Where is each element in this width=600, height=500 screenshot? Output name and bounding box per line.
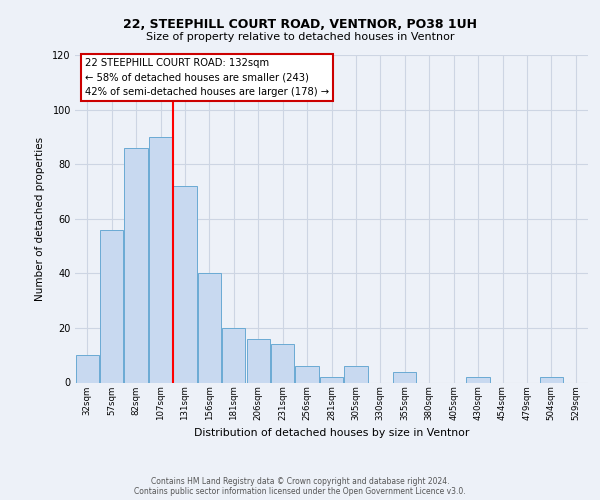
- Bar: [271, 344, 294, 383]
- X-axis label: Distribution of detached houses by size in Ventnor: Distribution of detached houses by size …: [194, 428, 469, 438]
- Bar: [76, 355, 99, 382]
- Y-axis label: Number of detached properties: Number of detached properties: [35, 136, 46, 301]
- Text: Size of property relative to detached houses in Ventnor: Size of property relative to detached ho…: [146, 32, 454, 42]
- Bar: [173, 186, 197, 382]
- Text: 22, STEEPHILL COURT ROAD, VENTNOR, PO38 1UH: 22, STEEPHILL COURT ROAD, VENTNOR, PO38 …: [123, 18, 477, 30]
- Bar: [247, 339, 270, 382]
- Bar: [344, 366, 368, 382]
- Bar: [100, 230, 123, 382]
- Bar: [393, 372, 416, 382]
- Bar: [222, 328, 245, 382]
- Bar: [540, 377, 563, 382]
- Text: Contains HM Land Registry data © Crown copyright and database right 2024.: Contains HM Land Registry data © Crown c…: [151, 477, 449, 486]
- Bar: [198, 274, 221, 382]
- Text: 22 STEEPHILL COURT ROAD: 132sqm
← 58% of detached houses are smaller (243)
42% o: 22 STEEPHILL COURT ROAD: 132sqm ← 58% of…: [85, 58, 329, 97]
- Bar: [295, 366, 319, 382]
- Bar: [320, 377, 343, 382]
- Bar: [466, 377, 490, 382]
- Bar: [124, 148, 148, 382]
- Bar: [149, 137, 172, 382]
- Text: Contains public sector information licensed under the Open Government Licence v3: Contains public sector information licen…: [134, 487, 466, 496]
